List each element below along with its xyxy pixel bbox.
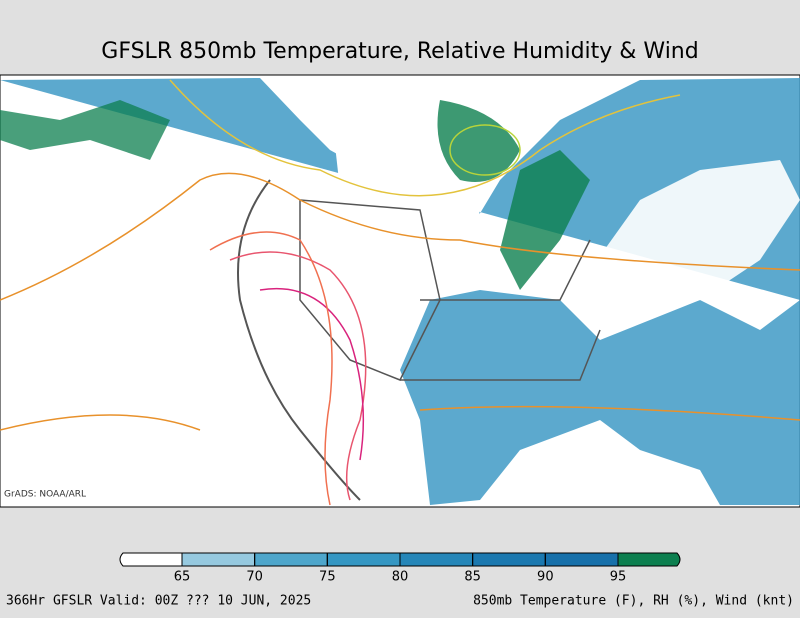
colorbar-tick-label: 80 [392, 570, 409, 585]
colorbar-tick-label: 70 [246, 570, 263, 585]
colorbar: 65 70 75 80 85 90 95 [119, 552, 681, 585]
colorbar-tick-label: 75 [319, 570, 336, 585]
colorbar-tick-label: 65 [174, 570, 191, 585]
map: GrADS: NOAA/ARL [0, 74, 800, 508]
dry-area [590, 160, 800, 320]
temp-contour [169, 79, 681, 197]
credit: GrADS: NOAA/ARL [4, 490, 86, 500]
moist-area [437, 100, 520, 182]
colorbar-segment [472, 552, 546, 567]
colorbar-segment [181, 552, 256, 567]
temp-contour [259, 287, 365, 461]
coastline [237, 179, 361, 501]
colorbar-tick-label: 90 [537, 570, 554, 585]
dry-area [330, 100, 480, 250]
temp-contour [0, 172, 800, 301]
colorbar-tick-label: 85 [464, 570, 481, 585]
colorbar-segment [399, 552, 474, 567]
humidity-area [0, 78, 800, 505]
temp-contour [209, 231, 333, 506]
moist-area [0, 100, 170, 160]
colorbar-segment [544, 552, 619, 567]
footer-left: 366Hr GFSLR Valid: 00Z ??? 10 JUN, 2025 [6, 594, 311, 609]
moist-area [500, 150, 590, 290]
temp-contour [449, 124, 521, 176]
borders [400, 239, 601, 381]
title: GFSLR 850mb Temperature, Relative Humidi… [101, 39, 698, 64]
footer-right: 850mb Temperature (F), RH (%), Wind (knt… [473, 594, 794, 609]
colorbar-tick-label: 95 [610, 570, 627, 585]
colorbar-segment [254, 552, 328, 567]
colorbar-segment [119, 552, 183, 567]
temp-contour [0, 405, 800, 431]
colorbar-segment [326, 552, 401, 567]
colorbar-segment [617, 552, 681, 567]
temp-contour [229, 251, 367, 501]
